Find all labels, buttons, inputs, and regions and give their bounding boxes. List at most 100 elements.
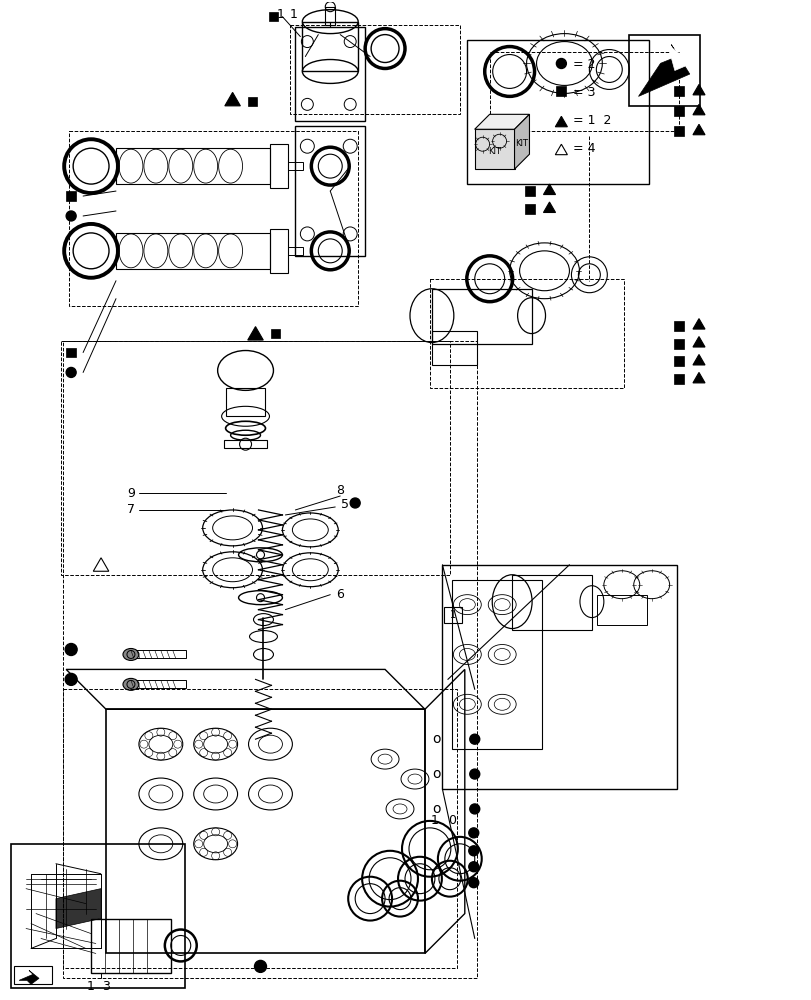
Polygon shape: [555, 116, 567, 127]
Circle shape: [468, 878, 478, 888]
Text: = 4: = 4: [573, 142, 595, 155]
Text: 3: 3: [102, 980, 109, 993]
Bar: [524, 204, 534, 214]
Text: 8: 8: [336, 484, 344, 497]
Polygon shape: [692, 84, 704, 95]
Text: 1: 1: [87, 980, 95, 993]
Bar: [489, 52, 678, 131]
Bar: [524, 186, 534, 196]
Circle shape: [66, 367, 76, 377]
Bar: [444, 607, 461, 623]
Bar: [673, 106, 683, 116]
Bar: [223, 440, 267, 448]
Polygon shape: [56, 889, 101, 929]
Bar: [69, 131, 358, 306]
Bar: [116, 233, 270, 269]
Polygon shape: [692, 337, 704, 347]
Circle shape: [556, 59, 565, 68]
Bar: [673, 339, 683, 349]
Ellipse shape: [122, 648, 139, 660]
Bar: [628, 35, 699, 106]
Bar: [512, 575, 591, 630]
Bar: [673, 374, 683, 384]
Bar: [131, 680, 186, 688]
Bar: [295, 27, 365, 121]
Text: 6: 6: [336, 588, 344, 601]
Circle shape: [470, 769, 479, 779]
Text: KIT: KIT: [487, 147, 500, 156]
Circle shape: [65, 644, 77, 655]
Bar: [596, 595, 646, 625]
Circle shape: [468, 862, 478, 872]
Polygon shape: [692, 124, 704, 135]
Polygon shape: [19, 970, 39, 984]
Bar: [325, 7, 335, 25]
Bar: [295, 126, 365, 256]
Bar: [14, 966, 52, 984]
Polygon shape: [543, 202, 555, 212]
Text: KIT: KIT: [514, 139, 527, 148]
Circle shape: [468, 828, 478, 838]
Polygon shape: [225, 92, 240, 106]
Bar: [452, 580, 542, 749]
Polygon shape: [667, 45, 691, 70]
Bar: [673, 356, 683, 366]
Polygon shape: [637, 45, 689, 96]
Text: 1: 1: [277, 8, 284, 21]
Text: o: o: [432, 802, 440, 816]
Polygon shape: [543, 184, 555, 195]
Text: = 2: = 2: [573, 58, 595, 71]
Polygon shape: [692, 372, 704, 383]
Bar: [673, 321, 683, 331]
Bar: [556, 86, 565, 96]
Circle shape: [470, 804, 479, 814]
Bar: [11, 844, 185, 988]
Bar: [247, 97, 257, 106]
Bar: [225, 388, 265, 416]
Circle shape: [254, 960, 266, 972]
Text: o: o: [432, 767, 440, 781]
Bar: [66, 191, 76, 201]
Bar: [429, 279, 624, 388]
Text: 1: 1: [450, 610, 456, 620]
Polygon shape: [474, 129, 514, 169]
Text: 1: 1: [289, 8, 297, 21]
Bar: [673, 126, 683, 136]
Text: 0: 0: [448, 814, 455, 827]
Bar: [66, 348, 76, 357]
Bar: [270, 144, 288, 188]
Bar: [431, 331, 476, 365]
Text: o: o: [432, 732, 440, 746]
Text: 7: 7: [127, 503, 135, 516]
Bar: [431, 289, 531, 344]
Circle shape: [65, 673, 77, 685]
Bar: [116, 148, 270, 184]
Text: 5: 5: [341, 498, 349, 511]
Bar: [288, 247, 303, 255]
Polygon shape: [514, 114, 529, 169]
Bar: [270, 229, 288, 273]
Bar: [63, 689, 457, 968]
Bar: [106, 709, 424, 953]
Circle shape: [66, 211, 76, 221]
Bar: [131, 650, 186, 658]
Bar: [466, 40, 648, 184]
Bar: [271, 329, 280, 338]
Bar: [442, 565, 676, 789]
Polygon shape: [474, 114, 529, 129]
Ellipse shape: [122, 678, 139, 690]
Polygon shape: [247, 327, 263, 340]
Bar: [61, 341, 449, 575]
Bar: [91, 919, 170, 973]
Bar: [302, 22, 358, 71]
Bar: [673, 86, 683, 96]
Polygon shape: [692, 104, 704, 115]
Bar: [268, 12, 277, 21]
Text: = 3: = 3: [573, 86, 595, 99]
Bar: [290, 25, 459, 114]
Bar: [288, 162, 303, 170]
Circle shape: [350, 498, 360, 508]
Bar: [63, 341, 476, 978]
Text: 9: 9: [127, 487, 135, 500]
Text: 1: 1: [431, 814, 438, 827]
